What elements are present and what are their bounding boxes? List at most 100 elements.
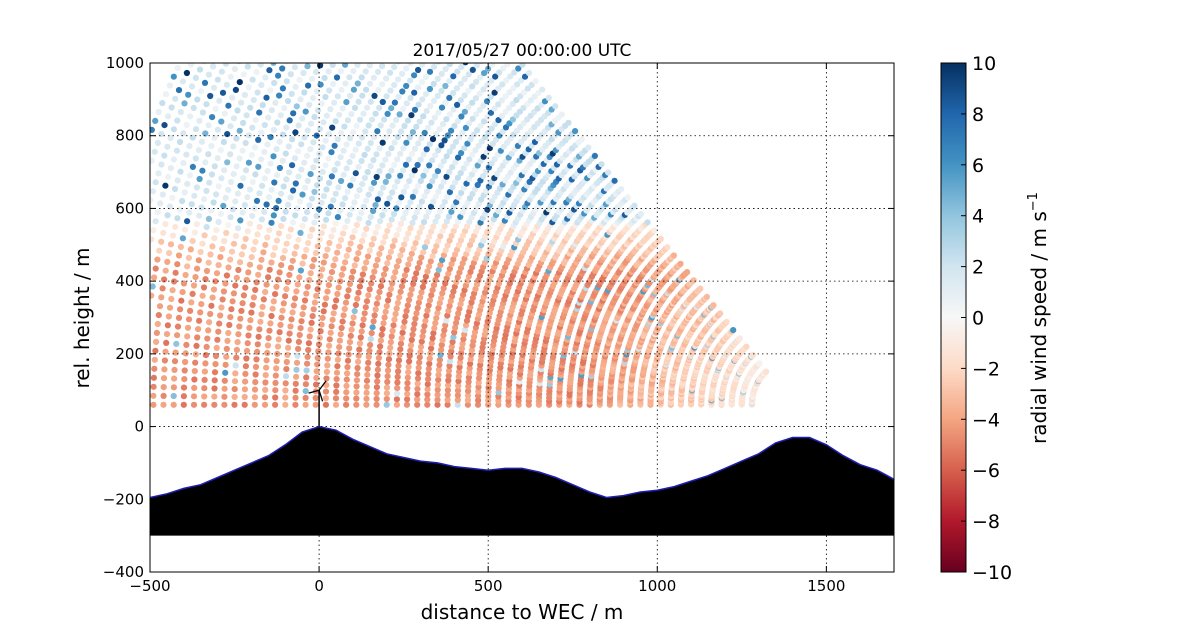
scan-point bbox=[337, 236, 345, 244]
scan-point bbox=[395, 93, 402, 101]
scan-point bbox=[306, 202, 313, 209]
scan-point bbox=[160, 229, 167, 236]
scan-point bbox=[225, 186, 232, 193]
scan-point bbox=[180, 401, 187, 408]
scan-point bbox=[174, 117, 181, 124]
scan-point bbox=[384, 378, 391, 385]
scan-point bbox=[322, 388, 330, 395]
scan-point bbox=[302, 394, 309, 401]
scan-point bbox=[263, 357, 270, 364]
scan-point bbox=[203, 267, 211, 275]
scan-point bbox=[442, 280, 449, 287]
scan-point bbox=[480, 118, 488, 125]
scan-point bbox=[258, 129, 265, 136]
scan-point bbox=[377, 190, 384, 197]
scan-point bbox=[690, 277, 697, 284]
scan-point bbox=[373, 395, 380, 402]
scan-point bbox=[421, 129, 428, 136]
scan-point bbox=[373, 390, 380, 397]
scan-point bbox=[225, 102, 232, 109]
scan-point bbox=[234, 190, 241, 197]
scan-point bbox=[279, 85, 286, 92]
scan-point bbox=[187, 307, 194, 314]
scan-point bbox=[357, 334, 364, 341]
scan-point bbox=[427, 102, 434, 110]
scan-point bbox=[202, 159, 209, 166]
scan-point bbox=[428, 228, 435, 235]
scan-point bbox=[480, 173, 487, 180]
scan-point bbox=[340, 312, 347, 319]
scan-point bbox=[461, 92, 468, 99]
scan-point bbox=[443, 116, 450, 123]
scan-point bbox=[255, 136, 262, 143]
scan-point bbox=[295, 338, 302, 345]
scan-point bbox=[416, 259, 423, 266]
scan-point bbox=[232, 232, 240, 240]
scan-point bbox=[294, 281, 301, 288]
scan-point bbox=[730, 327, 737, 334]
scan-point bbox=[304, 360, 311, 367]
scan-point bbox=[212, 352, 220, 360]
scan-point bbox=[296, 76, 303, 83]
scan-point bbox=[437, 351, 444, 358]
scan-point bbox=[241, 393, 248, 401]
scan-point bbox=[310, 306, 317, 313]
scan-point bbox=[441, 137, 448, 144]
scan-point bbox=[326, 336, 333, 343]
scan-point bbox=[262, 241, 269, 248]
scan-point bbox=[469, 83, 476, 90]
scan-point bbox=[457, 359, 464, 366]
scan-point bbox=[272, 372, 279, 379]
scan-point bbox=[318, 229, 325, 237]
scan-point bbox=[264, 234, 271, 241]
scan-point bbox=[384, 110, 391, 117]
scan-point bbox=[429, 157, 436, 164]
scan-point bbox=[365, 292, 372, 299]
colorbar-label: radial wind speed / m s−1 bbox=[1026, 192, 1051, 444]
scan-point bbox=[266, 67, 273, 74]
scan-point bbox=[412, 188, 419, 195]
scan-point bbox=[371, 312, 378, 319]
scan-point bbox=[335, 284, 342, 291]
scan-point bbox=[404, 380, 411, 387]
scan-point bbox=[286, 169, 293, 176]
scan-point bbox=[231, 378, 239, 385]
scan-point bbox=[267, 87, 274, 94]
scan-point bbox=[191, 192, 198, 199]
scan-point bbox=[462, 63, 469, 66]
scan-point bbox=[170, 156, 177, 163]
scan-point bbox=[379, 81, 386, 88]
scan-point bbox=[167, 241, 175, 248]
scan-point bbox=[350, 129, 357, 136]
scan-point bbox=[402, 209, 409, 217]
scan-point bbox=[187, 113, 194, 120]
scan-point bbox=[332, 220, 339, 227]
scan-point bbox=[163, 339, 170, 346]
scan-point bbox=[317, 63, 324, 69]
scan-point bbox=[677, 260, 684, 267]
scan-point bbox=[415, 101, 422, 108]
scan-point bbox=[346, 159, 353, 166]
scan-point bbox=[448, 343, 455, 350]
scan-point bbox=[452, 324, 459, 331]
scan-point bbox=[326, 239, 333, 247]
scan-point bbox=[446, 111, 453, 118]
scan-point bbox=[368, 185, 375, 192]
scan-point bbox=[151, 356, 158, 363]
scan-point bbox=[262, 288, 269, 296]
scan-point bbox=[295, 236, 302, 243]
scan-point bbox=[414, 375, 422, 382]
scan-point bbox=[308, 120, 315, 127]
scan-point bbox=[210, 84, 218, 91]
scan-point bbox=[520, 104, 527, 111]
scan-point bbox=[353, 221, 360, 229]
scan-point bbox=[380, 239, 387, 246]
scan-point bbox=[382, 265, 389, 272]
scan-point bbox=[379, 98, 386, 106]
scan-point bbox=[150, 157, 155, 164]
scan-point bbox=[393, 116, 400, 124]
scan-point bbox=[155, 312, 162, 319]
scan-point bbox=[218, 304, 225, 311]
scan-point bbox=[366, 247, 373, 254]
scan-point bbox=[373, 173, 380, 181]
